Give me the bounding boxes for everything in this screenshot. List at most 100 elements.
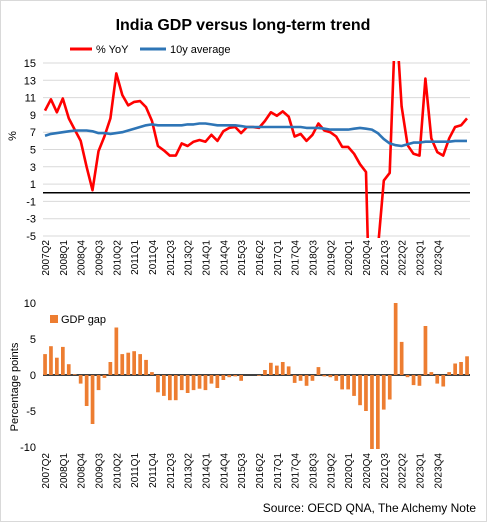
gdp-gap-bar: [78, 375, 83, 384]
top-y-tick-label: -1: [26, 196, 36, 208]
gdp-gap-bar: [399, 341, 404, 375]
gdp-gap-bar: [144, 359, 148, 375]
top-y-tick-label: -3: [26, 214, 36, 226]
top-plot-area: [43, 61, 468, 238]
gdp-gap-bar: [221, 375, 226, 380]
top-y-tick-label: 15: [24, 58, 36, 70]
bottom-x-tick-label: 2011Q1: [130, 453, 141, 488]
gdp-gap-bar: [61, 346, 65, 375]
bottom-x-tick-label: 2018Q3: [309, 453, 320, 489]
gdp-gap-bar: [340, 375, 344, 390]
ten-year-average-line: [44, 122, 467, 148]
legend-label-10y: 10y average: [170, 44, 231, 56]
gdp-gap-bar: [90, 375, 95, 424]
bottom-x-tick-label: 2020Q1: [344, 453, 355, 489]
top-x-tick-label: 2017Q4: [291, 240, 302, 276]
gdp-gap-bar: [298, 375, 303, 381]
gdp-gap-bar: [453, 363, 457, 375]
gdp-gap-bar: [185, 375, 190, 393]
top-x-tick-label: 2014Q4: [219, 240, 230, 276]
bottom-x-tick-label: 2011Q4: [148, 453, 159, 488]
bottom-x-tick-label: 2019Q2: [326, 453, 337, 489]
gdp-gap-bar: [66, 364, 71, 375]
bottom-x-tick-label: 2015Q3: [237, 453, 248, 489]
bottom-x-tick-label: 2023Q4: [433, 453, 444, 489]
top-x-tick-label: 2011Q1: [130, 240, 141, 275]
gdp-gap-bar: [381, 375, 386, 410]
top-x-tick-label: 2016Q2: [255, 240, 266, 276]
gdp-gap-bar: [55, 357, 59, 375]
legend-swatch-gdp-gap: [50, 315, 58, 323]
bottom-x-tick-label: 2012Q3: [166, 453, 177, 489]
gdp-gap-bar: [120, 354, 125, 375]
gdp-gap-bar: [310, 375, 315, 381]
gdp-gap-bar: [96, 375, 101, 391]
gdp-gap-bar: [280, 362, 285, 375]
top-x-tick-label: 2010Q2: [112, 240, 123, 276]
legend-label-gdp-gap: GDP gap: [61, 314, 106, 326]
gdp-gap-bar: [459, 362, 463, 375]
top-y-tick-label: 1: [30, 179, 36, 191]
top-legend: % YoY 10y average: [70, 44, 231, 56]
gdp-gap-bar: [179, 375, 184, 391]
chart-title: India GDP versus long-term trend: [116, 17, 371, 34]
gdp-gap-bar: [286, 366, 291, 375]
gdp-gap-bar: [417, 375, 422, 386]
bottom-x-tick-label: 2017Q1: [273, 453, 284, 489]
bottom-x-tick-label: 2007Q2: [41, 453, 52, 489]
gdp-gap-bar: [292, 375, 297, 383]
bottom-x-tick-label: 2010Q2: [112, 453, 123, 489]
gdp-gap-bar: [376, 375, 380, 449]
gdp-gap-bar: [435, 375, 440, 384]
top-y-tick-label: 7: [30, 127, 36, 139]
bottom-x-tick-label: 2008Q1: [59, 453, 70, 489]
gdp-gap-bar: [411, 375, 416, 386]
bottom-x-tick-label: 2022Q2: [398, 453, 409, 489]
gdp-gap-bar: [358, 375, 362, 406]
top-x-tick-label: 2013Q2: [184, 240, 195, 276]
gdp-gap-bar: [322, 375, 327, 377]
top-y-tick-label: 11: [25, 93, 36, 105]
bottom-y-tick-labels: -10 -5 0 5 10: [20, 298, 470, 454]
bottom-y-tick-label: -5: [26, 406, 36, 418]
gdp-gap-bar: [72, 374, 77, 375]
top-y-tick-label: -5: [26, 231, 36, 243]
gdp-gap-bar: [102, 375, 107, 378]
gdp-gap-bar: [352, 375, 356, 396]
bottom-x-tick-label: 2017Q4: [291, 453, 302, 489]
bottom-x-tick-label: 2020Q4: [362, 453, 373, 489]
bottom-x-tick-label: 2014Q1: [202, 453, 213, 489]
gdp-gap-bar: [304, 375, 309, 386]
top-x-tick-label: 2023Q1: [416, 240, 427, 276]
bottom-x-tick-label: 2014Q4: [219, 453, 230, 489]
top-x-tick-label: 2020Q4: [362, 240, 373, 276]
gdp-gap-bar: [156, 375, 160, 393]
gdp-gap-bar: [49, 346, 53, 375]
bottom-y-tick-label: -10: [20, 442, 36, 454]
bottom-x-tick-label: 2013Q2: [184, 453, 195, 489]
gdp-gap-bar: [84, 375, 89, 406]
gdp-gap-bar: [239, 375, 243, 381]
gdp-gap-bar: [197, 375, 202, 389]
top-x-tick-label: 2007Q2: [41, 240, 52, 276]
gdp-gap-bar: [465, 356, 469, 375]
gdp-gap-bar: [233, 375, 238, 377]
top-x-tick-label: 2020Q1: [344, 240, 355, 276]
top-x-tick-label: 2011Q4: [148, 240, 159, 275]
legend-label-yoy: % YoY: [96, 44, 129, 56]
bottom-x-tick-label: 2009Q3: [95, 453, 106, 489]
top-x-tick-label: 2012Q3: [166, 240, 177, 276]
gdp-gap-bar: [423, 326, 428, 375]
gdp-gap-bar: [162, 375, 166, 396]
yoy-series-line: [43, 61, 468, 238]
gdp-gap-bar: [114, 327, 119, 375]
bottom-plot-area: [43, 303, 469, 449]
top-x-tick-label: 2015Q3: [237, 240, 248, 276]
top-x-tick-label: 2018Q3: [309, 240, 320, 276]
gdp-gap-bar: [387, 375, 392, 400]
bottom-x-tick-label: 2021Q3: [380, 453, 391, 489]
gdp-gap-bar: [441, 375, 446, 387]
gdp-gap-bar: [43, 354, 47, 375]
